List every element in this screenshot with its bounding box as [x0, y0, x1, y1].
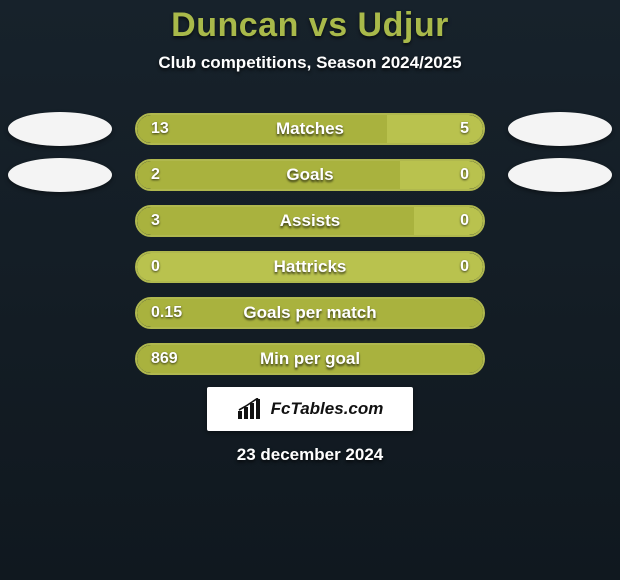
chart-icon: [237, 398, 265, 420]
stat-label: Hattricks: [274, 257, 347, 277]
stat-bar-assists: Assists 3 0: [135, 205, 485, 237]
logo-badge: FcTables.com: [207, 387, 413, 431]
stat-bar-gpm: Goals per match 0.15: [135, 297, 485, 329]
bar-left-fill: [137, 161, 400, 189]
stat-row-gpm: Goals per match 0.15: [0, 297, 620, 329]
flag-left: [8, 112, 112, 146]
bar-right-fill: [400, 161, 483, 189]
stat-value-left: 13: [151, 120, 169, 138]
stat-value-right: 5: [460, 120, 469, 138]
infographic-container: Duncan vs Udjur Club competitions, Seaso…: [0, 0, 620, 580]
stat-value-left: 3: [151, 212, 160, 230]
bar-left-fill: [137, 115, 387, 143]
flag-right: [508, 112, 612, 146]
stats-area: Matches135Goals20Assists30Hattricks00Goa…: [0, 113, 620, 375]
stat-label: Goals per match: [243, 303, 376, 323]
stat-value-right: 0: [460, 166, 469, 184]
stat-row-goals: Goals 2 0: [0, 159, 620, 191]
stat-label: Min per goal: [260, 349, 360, 369]
bar-right-fill: [414, 207, 483, 235]
flag-left: [8, 158, 112, 192]
stat-row-mpg: Min per goal 869: [0, 343, 620, 375]
stat-value-left: 0.15: [151, 304, 182, 322]
stat-row-hattricks: Hattricks 0 0: [0, 251, 620, 283]
stat-row-assists: Assists 3 0: [0, 205, 620, 237]
stat-bar-matches: Matches 13 5: [135, 113, 485, 145]
stat-label: Matches: [276, 119, 344, 139]
stat-value-left: 2: [151, 166, 160, 184]
stat-value-right: 0: [460, 258, 469, 276]
stat-value-left: 869: [151, 350, 178, 368]
subtitle: Club competitions, Season 2024/2025: [158, 53, 461, 73]
stat-row-matches: Matches 13 5: [0, 113, 620, 145]
stat-label: Goals: [286, 165, 333, 185]
bar-left-fill: [137, 207, 414, 235]
stat-value-right: 0: [460, 212, 469, 230]
date: 23 december 2024: [237, 445, 384, 465]
stat-bar-hattricks: Hattricks 0 0: [135, 251, 485, 283]
flag-right: [508, 158, 612, 192]
stat-bar-mpg: Min per goal 869: [135, 343, 485, 375]
stat-value-left: 0: [151, 258, 160, 276]
logo-text: FcTables.com: [271, 399, 384, 419]
page-title: Duncan vs Udjur: [171, 6, 449, 45]
stat-label: Assists: [280, 211, 340, 231]
stat-bar-goals: Goals 2 0: [135, 159, 485, 191]
